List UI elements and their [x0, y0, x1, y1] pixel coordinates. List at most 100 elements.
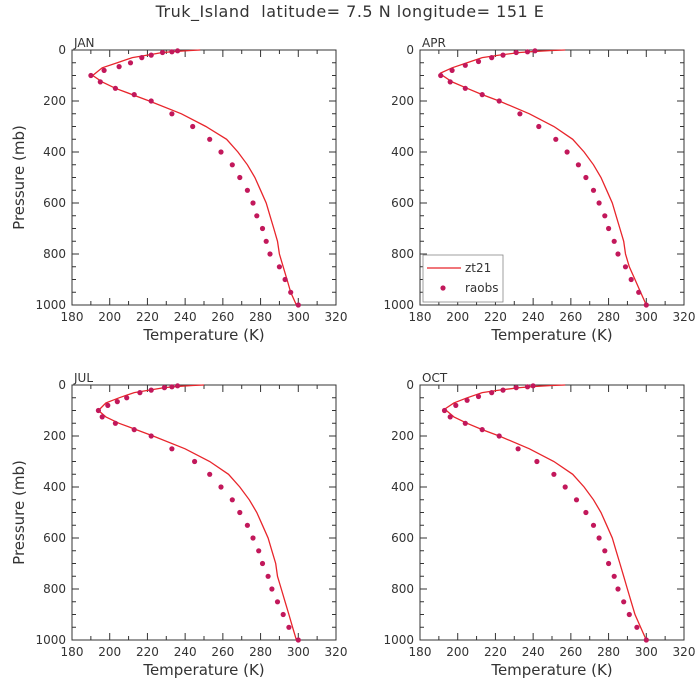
raobs-point: [596, 200, 602, 206]
raobs-point: [139, 55, 145, 61]
x-tick-label: 220: [136, 645, 159, 659]
x-tick-label: 220: [484, 310, 507, 324]
raobs-point: [643, 637, 649, 643]
raobs-point: [449, 67, 455, 73]
raobs-point: [265, 573, 271, 579]
raobs-point: [622, 264, 629, 270]
raobs-point: [615, 586, 621, 592]
y-tick-label: 1000: [383, 298, 414, 312]
y-tick-label: 800: [43, 582, 66, 596]
y-axis-title: Pressure (mb): [10, 125, 28, 230]
raobs-point: [583, 174, 589, 181]
y-tick-label: 1000: [35, 633, 66, 647]
y-tick-label: 1000: [35, 298, 66, 312]
raobs-point: [282, 276, 288, 283]
raobs-point: [169, 49, 175, 55]
x-tick-label: 220: [136, 310, 159, 324]
raobs-point: [95, 407, 101, 414]
raobs-point: [295, 637, 301, 643]
raobs-point: [643, 302, 649, 308]
x-tick-label: 280: [249, 645, 272, 659]
raobs-point: [127, 60, 134, 66]
x-tick-label: 180: [61, 645, 84, 659]
x-axis-title: Temperature (K): [490, 661, 612, 679]
y-tick-label: 200: [43, 94, 66, 108]
raobs-point: [532, 48, 538, 54]
raobs-point: [229, 497, 235, 503]
legend-label: zt21: [465, 261, 491, 275]
raobs-point: [124, 395, 130, 401]
plot-frame: [71, 384, 337, 641]
raobs-point: [447, 79, 453, 85]
raobs-point: [131, 92, 137, 98]
raobs-point: [97, 79, 103, 85]
raobs-point: [575, 162, 582, 168]
raobs-point: [218, 484, 224, 490]
raobs-point: [295, 302, 301, 308]
raobs-point: [553, 136, 559, 142]
raobs-point: [269, 586, 275, 592]
x-tick-label: 280: [249, 310, 272, 324]
x-tick-label: 260: [559, 310, 582, 324]
y-tick-label: 400: [391, 145, 414, 159]
raobs-point: [583, 509, 589, 516]
x-tick-label: 200: [98, 310, 121, 324]
raobs-point: [611, 238, 617, 244]
raobs-point: [250, 535, 256, 541]
raobs-point: [254, 213, 260, 219]
x-tick-label: 320: [673, 310, 696, 324]
raobs-point: [596, 535, 602, 541]
y-tick-label: 0: [406, 43, 414, 57]
raobs-point: [453, 402, 459, 408]
raobs-point: [148, 387, 154, 393]
raobs-point: [626, 611, 632, 618]
raobs-point: [462, 62, 468, 68]
raobs-point: [190, 123, 196, 130]
raobs-point: [112, 85, 118, 91]
panel-apr: 180 200 220 240 260 280 300 320 0 200 400 600 800 100…: [383, 36, 695, 344]
raobs-point: [524, 384, 531, 390]
raobs-point: [524, 49, 531, 55]
x-tick-label: 300: [287, 645, 310, 659]
raobs-point: [148, 98, 154, 104]
y-tick-label: 600: [391, 196, 414, 210]
raobs-point: [513, 385, 519, 391]
raobs-point: [112, 420, 118, 426]
raobs-point: [218, 149, 224, 155]
raobs-point: [101, 67, 107, 73]
x-tick-label: 220: [484, 645, 507, 659]
raobs-point: [105, 402, 111, 408]
raobs-point: [621, 599, 627, 605]
raobs-point: [636, 289, 642, 295]
raobs-point: [256, 548, 262, 554]
raobs-point: [207, 471, 213, 477]
raobs-point: [530, 383, 536, 389]
raobs-point: [114, 399, 120, 405]
raobs-point: [606, 225, 612, 232]
y-axis-title: Pressure (mb): [10, 460, 28, 565]
raobs-point: [288, 289, 294, 295]
raobs-point: [500, 52, 506, 58]
raobs-point: [148, 433, 154, 439]
x-tick-label: 200: [446, 645, 469, 659]
raobs-point: [169, 384, 175, 390]
raobs-point: [175, 48, 181, 54]
legend-marker-swatch: [440, 285, 446, 291]
raobs-point: [611, 573, 617, 579]
y-tick-label: 800: [43, 247, 66, 261]
plot-frame: [419, 384, 685, 641]
panel-jul: 180 200 220 240 260 280 300 320 0 200 400 600 800 100…: [10, 371, 347, 679]
raobs-point: [462, 85, 468, 91]
plot-frame: [71, 49, 337, 306]
raobs-point: [534, 458, 540, 465]
y-tick-label: 0: [58, 378, 66, 392]
raobs-point: [116, 64, 122, 70]
raobs-point: [99, 414, 105, 420]
panel-oct: 180 200 220 240 260 280 300 320 0 200 400 600 800 100…: [383, 371, 695, 679]
model-profile-line: [439, 49, 647, 306]
panel-label: JAN: [73, 36, 95, 50]
x-tick-label: 300: [635, 645, 658, 659]
raobs-point: [496, 433, 502, 439]
raobs-point: [169, 111, 175, 117]
